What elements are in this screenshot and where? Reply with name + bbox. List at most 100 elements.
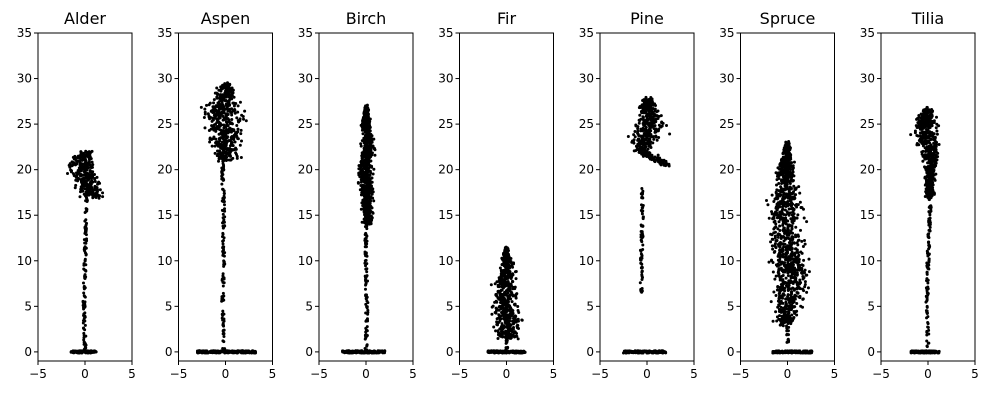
scatter-point bbox=[640, 290, 644, 294]
scatter-point bbox=[250, 349, 254, 353]
scatter-point bbox=[226, 109, 230, 113]
scatter-point bbox=[238, 349, 242, 353]
scatter-point bbox=[226, 128, 230, 132]
scatter-point bbox=[641, 99, 645, 103]
scatter-point bbox=[510, 279, 514, 283]
scatter-point bbox=[641, 215, 645, 219]
scatter-point bbox=[224, 112, 228, 116]
scatter-point bbox=[372, 167, 376, 171]
scatter-point bbox=[221, 332, 225, 336]
scatter-point bbox=[222, 334, 226, 338]
scatter-point bbox=[84, 263, 88, 267]
scatter-point bbox=[489, 283, 493, 287]
scatter-point bbox=[363, 180, 367, 184]
y-tick-label: 30 bbox=[579, 72, 594, 86]
scatter-point bbox=[359, 351, 363, 355]
scatter-point bbox=[79, 178, 83, 182]
scatter-point bbox=[498, 293, 502, 297]
scatter-point bbox=[79, 166, 83, 170]
scatter-point bbox=[229, 158, 233, 162]
scatter-point bbox=[364, 328, 368, 332]
scatter-point bbox=[788, 351, 792, 355]
scatter-point bbox=[367, 206, 371, 210]
scatter-point bbox=[240, 113, 244, 117]
scatter-point bbox=[220, 151, 224, 155]
scatter-point bbox=[82, 347, 86, 351]
y-tick-label: 25 bbox=[438, 117, 453, 131]
scatter-point bbox=[366, 171, 370, 175]
scatter-point bbox=[810, 351, 814, 355]
scatter-point bbox=[494, 329, 498, 333]
scatter-point bbox=[91, 180, 95, 184]
scatter-point bbox=[641, 110, 645, 114]
scatter-point bbox=[514, 334, 518, 338]
scatter-point bbox=[224, 120, 228, 124]
scatter-point bbox=[366, 310, 370, 314]
scatter-point bbox=[493, 300, 497, 304]
scatter-point bbox=[787, 207, 791, 211]
scatter-point bbox=[498, 304, 502, 308]
scatter-point bbox=[505, 303, 509, 307]
scatter-point bbox=[356, 180, 360, 184]
scatter-point bbox=[796, 203, 800, 207]
scatter-point bbox=[215, 111, 219, 115]
scatter-point bbox=[786, 293, 790, 297]
y-tick-label: 5 bbox=[305, 299, 313, 313]
scatter-point bbox=[364, 283, 368, 287]
scatter-point bbox=[223, 138, 227, 142]
scatter-point bbox=[213, 108, 217, 112]
scatter-point bbox=[497, 278, 501, 282]
scatter-point bbox=[366, 201, 370, 205]
scatter-point bbox=[365, 165, 369, 169]
scatter-point bbox=[641, 115, 645, 119]
scatter-point bbox=[366, 134, 370, 138]
scatter-point bbox=[503, 311, 507, 315]
scatter-point bbox=[502, 301, 506, 305]
scatter-point bbox=[69, 170, 73, 174]
scatter-point bbox=[229, 349, 233, 353]
scatter-point bbox=[82, 291, 86, 295]
scatter-point bbox=[636, 127, 640, 131]
scatter-point bbox=[368, 117, 372, 121]
scatter-point bbox=[218, 137, 222, 141]
scatter-point bbox=[789, 200, 793, 204]
scatter-point bbox=[361, 185, 365, 189]
scatter-point bbox=[90, 160, 94, 164]
scatter-point bbox=[231, 137, 235, 141]
scatter-point bbox=[646, 350, 650, 354]
scatter-point bbox=[217, 157, 221, 161]
scatter-point bbox=[82, 192, 86, 196]
scatter-point bbox=[82, 334, 86, 338]
scatter-point bbox=[85, 163, 89, 167]
y-tick-label: 5 bbox=[586, 299, 594, 313]
scatter-point bbox=[507, 333, 511, 337]
scatter-point bbox=[519, 351, 523, 355]
scatter-point bbox=[222, 340, 226, 344]
scatter-point bbox=[84, 233, 88, 237]
scatter-point bbox=[217, 100, 221, 104]
scatter-point bbox=[230, 113, 234, 117]
scatter-point bbox=[364, 254, 368, 258]
scatter-point bbox=[801, 207, 805, 211]
x-tick-label: −5 bbox=[591, 367, 609, 381]
scatter-point bbox=[213, 151, 217, 155]
scatter-point bbox=[772, 351, 775, 355]
scatter-point bbox=[491, 304, 495, 308]
scatter-point bbox=[774, 310, 778, 314]
y-tick-label: 20 bbox=[438, 163, 453, 177]
scatter-point bbox=[222, 199, 226, 203]
scatter-point bbox=[97, 196, 101, 200]
scatter-point bbox=[373, 153, 377, 157]
scatter-point bbox=[365, 157, 369, 161]
scatter-point bbox=[93, 177, 97, 181]
scatter-point bbox=[85, 350, 88, 354]
scatter-point bbox=[641, 121, 645, 125]
scatter-points bbox=[195, 81, 258, 355]
scatter-point bbox=[210, 144, 214, 148]
scatter-point bbox=[76, 179, 80, 183]
subplot-title: Pine bbox=[630, 9, 664, 28]
scatter-point bbox=[773, 244, 777, 248]
scatter-point bbox=[363, 259, 367, 263]
scatter-point bbox=[360, 220, 364, 224]
y-tick-label: 35 bbox=[298, 26, 313, 40]
